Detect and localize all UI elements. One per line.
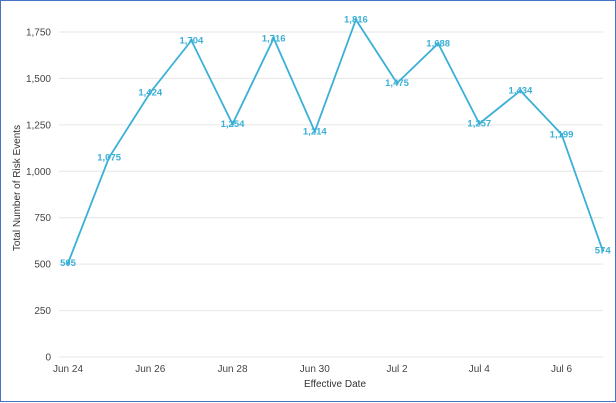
y-tick-label: 1,000 xyxy=(26,167,51,178)
y-tick-label: 500 xyxy=(34,260,51,271)
data-point xyxy=(601,248,605,252)
x-tick-label: Jun 24 xyxy=(53,364,83,375)
data-point xyxy=(148,91,152,95)
x-tick-label: Jun 26 xyxy=(135,364,165,375)
x-tick-label: Jul 6 xyxy=(551,364,573,375)
data-label: 1,816 xyxy=(344,15,368,26)
data-label: 1,716 xyxy=(262,33,286,44)
data-label: 1,075 xyxy=(97,152,121,163)
y-tick-label: 1,500 xyxy=(26,74,51,85)
data-point xyxy=(436,42,440,46)
data-label: 505 xyxy=(60,258,77,269)
data-point xyxy=(231,122,235,126)
x-tick-label: Jun 28 xyxy=(218,364,248,375)
y-tick-label: 250 xyxy=(34,306,51,317)
data-point xyxy=(477,122,481,126)
x-tick-label: Jul 2 xyxy=(386,364,408,375)
data-point xyxy=(560,132,564,136)
data-point xyxy=(66,261,70,265)
data-label: 1,704 xyxy=(180,36,204,47)
y-tick-label: 750 xyxy=(34,213,51,224)
data-label: 1,424 xyxy=(138,88,162,99)
y-axis-title: Total Number of Risk Events xyxy=(12,125,23,251)
data-point xyxy=(354,18,358,22)
data-label: 1,475 xyxy=(385,78,409,89)
data-point xyxy=(313,130,317,134)
data-point xyxy=(272,36,276,40)
data-label: 1,688 xyxy=(426,39,450,50)
data-point xyxy=(518,89,522,93)
x-tick-label: Jun 30 xyxy=(300,364,330,375)
data-point xyxy=(395,81,399,85)
data-label: 1,254 xyxy=(221,119,245,130)
data-label: 1,214 xyxy=(303,127,327,138)
y-tick-label: 1,250 xyxy=(26,120,51,131)
data-label: 574 xyxy=(595,245,612,256)
data-point xyxy=(189,39,193,43)
data-label: 1,257 xyxy=(467,119,491,130)
data-label: 1,434 xyxy=(509,86,533,97)
data-label: 1,199 xyxy=(550,129,574,140)
x-tick-label: Jul 4 xyxy=(469,364,491,375)
x-axis-title: Effective Date xyxy=(304,379,367,390)
data-point xyxy=(107,155,111,159)
y-tick-label: 0 xyxy=(45,353,51,364)
y-tick-label: 1,750 xyxy=(26,28,51,39)
series-line xyxy=(67,17,604,264)
